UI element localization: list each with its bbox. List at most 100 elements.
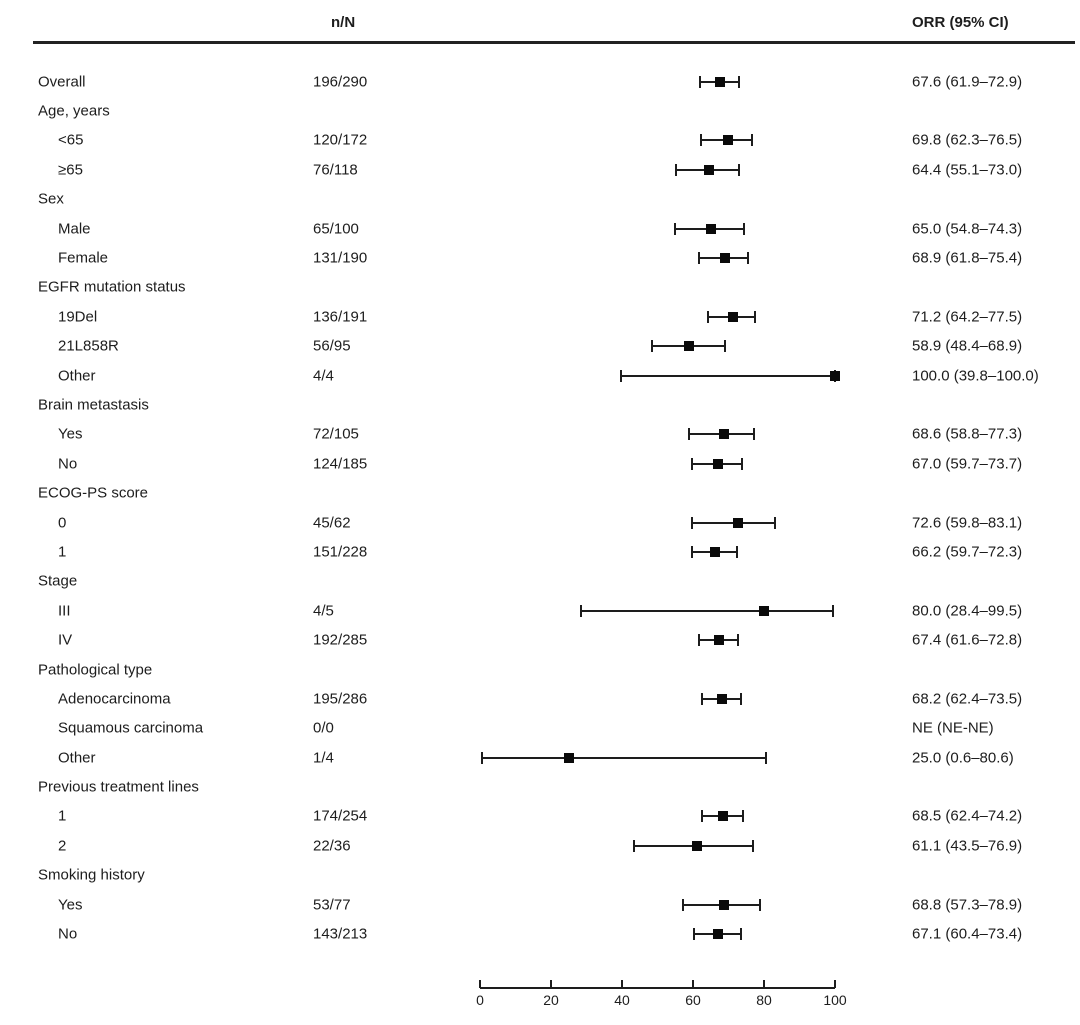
row-label: 19Del [58, 308, 98, 326]
point-estimate-marker [719, 253, 730, 264]
ci-upper-cap [765, 751, 768, 764]
ci-plot [480, 332, 835, 361]
ci-plot [480, 919, 835, 948]
subgroup-row: 21L858R 56/95 58.9 (48.4–68.9) [0, 332, 1080, 361]
row-n-over-N: 196/290 [313, 73, 368, 91]
row-label: Squamous carcinoma [58, 719, 204, 737]
row-label: <65 [58, 131, 84, 149]
row-orr-ci-value: 66.2 (59.7–72.3) [912, 543, 1023, 561]
row-label: IV [58, 631, 73, 649]
row-n-over-N: 174/254 [313, 807, 368, 825]
x-axis-tick-label: 40 [614, 992, 630, 1008]
x-axis-tick-label: 80 [756, 992, 772, 1008]
row-orr-ci-value: 58.9 (48.4–68.9) [912, 337, 1023, 355]
subgroup-row: Yes 72/105 68.6 (58.8–77.3) [0, 420, 1080, 449]
ci-upper-cap [723, 340, 726, 353]
group-row: Stage [0, 567, 1080, 596]
ci-lower-cap [693, 928, 696, 941]
ci-lower-cap [682, 898, 685, 911]
ci-plot [480, 802, 835, 831]
ci-upper-cap [742, 222, 745, 235]
row-orr-ci-value: 67.1 (60.4–73.4) [912, 925, 1023, 943]
row-n-over-N: 136/191 [313, 308, 368, 326]
x-axis-tick [834, 980, 836, 988]
ci-upper-cap [740, 457, 743, 470]
point-estimate-marker [727, 311, 738, 322]
row-n-over-N: 0/0 [313, 719, 334, 737]
subgroup-row: Overall 196/290 67.6 (61.9–72.9) [0, 67, 1080, 96]
row-orr-ci-value: 69.8 (62.3–76.5) [912, 131, 1023, 149]
point-estimate-marker [714, 76, 725, 87]
x-axis: 0 20 40 60 80 100 [476, 980, 847, 1020]
point-estimate-marker [705, 223, 716, 234]
ci-lower-cap [579, 604, 582, 617]
row-n-over-N: 65/100 [313, 220, 359, 238]
subgroup-row: No 143/213 67.1 (60.4–73.4) [0, 919, 1080, 948]
subgroup-row: Adenocarcinoma 195/286 68.2 (62.4–73.5) [0, 684, 1080, 713]
subgroup-row: III 4/5 80.0 (28.4–99.5) [0, 596, 1080, 625]
row-n-over-N: 72/105 [313, 425, 359, 443]
row-label: 1 [58, 543, 67, 561]
row-label: 2 [58, 837, 67, 855]
ci-upper-cap [739, 928, 742, 941]
ci-lower-cap [690, 545, 693, 558]
row-n-over-N: 195/286 [313, 690, 368, 708]
ci-upper-cap [739, 692, 742, 705]
ci-upper-cap [832, 604, 835, 617]
row-orr-ci-value: 68.9 (61.8–75.4) [912, 249, 1023, 267]
x-axis-line [480, 987, 835, 989]
row-n-over-N: 120/172 [313, 131, 368, 149]
row-label: Overall [38, 73, 86, 91]
ci-lower-cap [698, 252, 701, 265]
subgroup-row: 2 22/36 61.1 (43.5–76.9) [0, 831, 1080, 860]
point-estimate-marker [732, 517, 743, 528]
row-label: Female [58, 249, 109, 267]
x-axis-tick-label: 20 [543, 992, 559, 1008]
ci-lower-cap [698, 75, 701, 88]
row-label: Yes [58, 425, 83, 443]
subgroup-row: No 124/185 67.0 (59.7–73.7) [0, 449, 1080, 478]
row-n-over-N: 131/190 [313, 249, 368, 267]
point-estimate-marker [684, 341, 695, 352]
group-row: Sex [0, 185, 1080, 214]
subgroup-row: Male 65/100 65.0 (54.8–74.3) [0, 214, 1080, 243]
subgroup-row: ≥65 76/118 64.4 (55.1–73.0) [0, 155, 1080, 184]
row-orr-ci-value: 67.4 (61.6–72.8) [912, 631, 1023, 649]
ci-lower-cap [700, 692, 703, 705]
ci-plot [480, 537, 835, 566]
subgroup-row: 0 45/62 72.6 (59.8–83.1) [0, 508, 1080, 537]
row-orr-ci-value: 67.0 (59.7–73.7) [912, 455, 1023, 473]
point-estimate-marker [703, 164, 714, 175]
row-label: ECOG-PS score [38, 484, 149, 502]
row-orr-ci-value: 67.6 (61.9–72.9) [912, 73, 1023, 91]
ci-lower-cap [700, 134, 703, 147]
row-orr-ci-value: 25.0 (0.6–80.6) [912, 749, 1014, 767]
ci-upper-cap [742, 810, 745, 823]
row-n-over-N: 124/185 [313, 455, 368, 473]
point-estimate-marker [718, 811, 729, 822]
row-orr-ci-value: 68.6 (58.8–77.3) [912, 425, 1023, 443]
row-label: Smoking history [38, 866, 145, 884]
row-n-over-N: 143/213 [313, 925, 368, 943]
ci-lower-cap [620, 369, 623, 382]
ci-lower-cap [650, 340, 653, 353]
point-estimate-marker [717, 693, 728, 704]
row-orr-ci-value: 68.2 (62.4–73.5) [912, 690, 1023, 708]
ci-plot [480, 890, 835, 919]
subgroup-row: Other 1/4 25.0 (0.6–80.6) [0, 743, 1080, 772]
subgroup-row: Other 4/4 100.0 (39.8–100.0) [0, 361, 1080, 390]
group-row: EGFR mutation status [0, 273, 1080, 302]
point-estimate-marker [718, 429, 729, 440]
ci-upper-cap [735, 545, 738, 558]
x-axis-tick [692, 980, 694, 988]
ci-line [621, 374, 835, 377]
ci-upper-cap [774, 516, 776, 529]
row-n-over-N: 4/5 [313, 602, 334, 620]
row-orr-ci-value: 68.5 (62.4–74.2) [912, 807, 1023, 825]
row-label: Previous treatment lines [38, 778, 199, 796]
row-label: Stage [38, 572, 78, 590]
header-divider-line [33, 41, 1075, 44]
row-n-over-N: 53/77 [313, 896, 351, 914]
ci-plot [480, 67, 835, 96]
row-label: 21L858R [58, 337, 119, 355]
